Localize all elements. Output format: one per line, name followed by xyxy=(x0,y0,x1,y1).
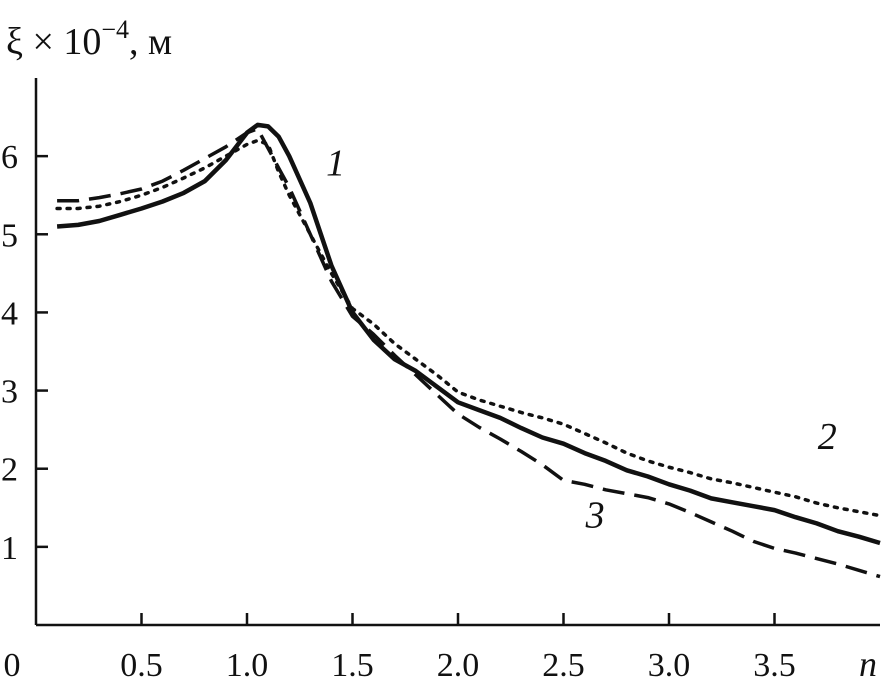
y-axis-label-unit: , м xyxy=(129,21,172,63)
x-axis-label: n xyxy=(859,644,877,684)
series-label-3: 3 xyxy=(585,494,605,536)
series-labels: 1 2 3 xyxy=(326,143,837,537)
y-tick-label: 1 xyxy=(1,530,18,567)
y-tick-label: 4 xyxy=(1,295,18,332)
series-line-3 xyxy=(57,127,881,579)
x-tick-label: 1.5 xyxy=(331,647,374,684)
x-tick-label: 3.0 xyxy=(648,647,691,684)
x-tick-label: 0.5 xyxy=(120,647,163,684)
y-tick-label: 3 xyxy=(1,374,18,411)
series-line-2 xyxy=(55,138,882,518)
series-layer xyxy=(55,122,882,579)
y-axis-label-exponent: −4 xyxy=(101,15,129,44)
svg-text:ξ × 10−4, м: ξ × 10−4, м xyxy=(6,15,172,63)
origin-label: 0 xyxy=(4,647,21,684)
y-axis-label: ξ × 10−4, м xyxy=(6,15,172,63)
series-label-2: 2 xyxy=(818,416,837,458)
y-tick-label: 5 xyxy=(1,217,18,254)
ticks: 0.5 1.0 1.5 2.0 2.5 3.0 3.5 1 2 3 4 5 6 xyxy=(1,139,796,684)
y-tick-label: 6 xyxy=(1,139,18,176)
x-tick-label: 1.0 xyxy=(226,647,269,684)
y-axis-label-base: ξ × 10 xyxy=(6,21,101,63)
series-line-1 xyxy=(56,122,881,546)
x-tick-label: 3.5 xyxy=(753,647,796,684)
y-tick-label: 2 xyxy=(1,452,18,489)
x-tick-label: 2.0 xyxy=(437,647,480,684)
series-label-1: 1 xyxy=(326,143,345,185)
x-tick-label: 2.5 xyxy=(542,647,585,684)
